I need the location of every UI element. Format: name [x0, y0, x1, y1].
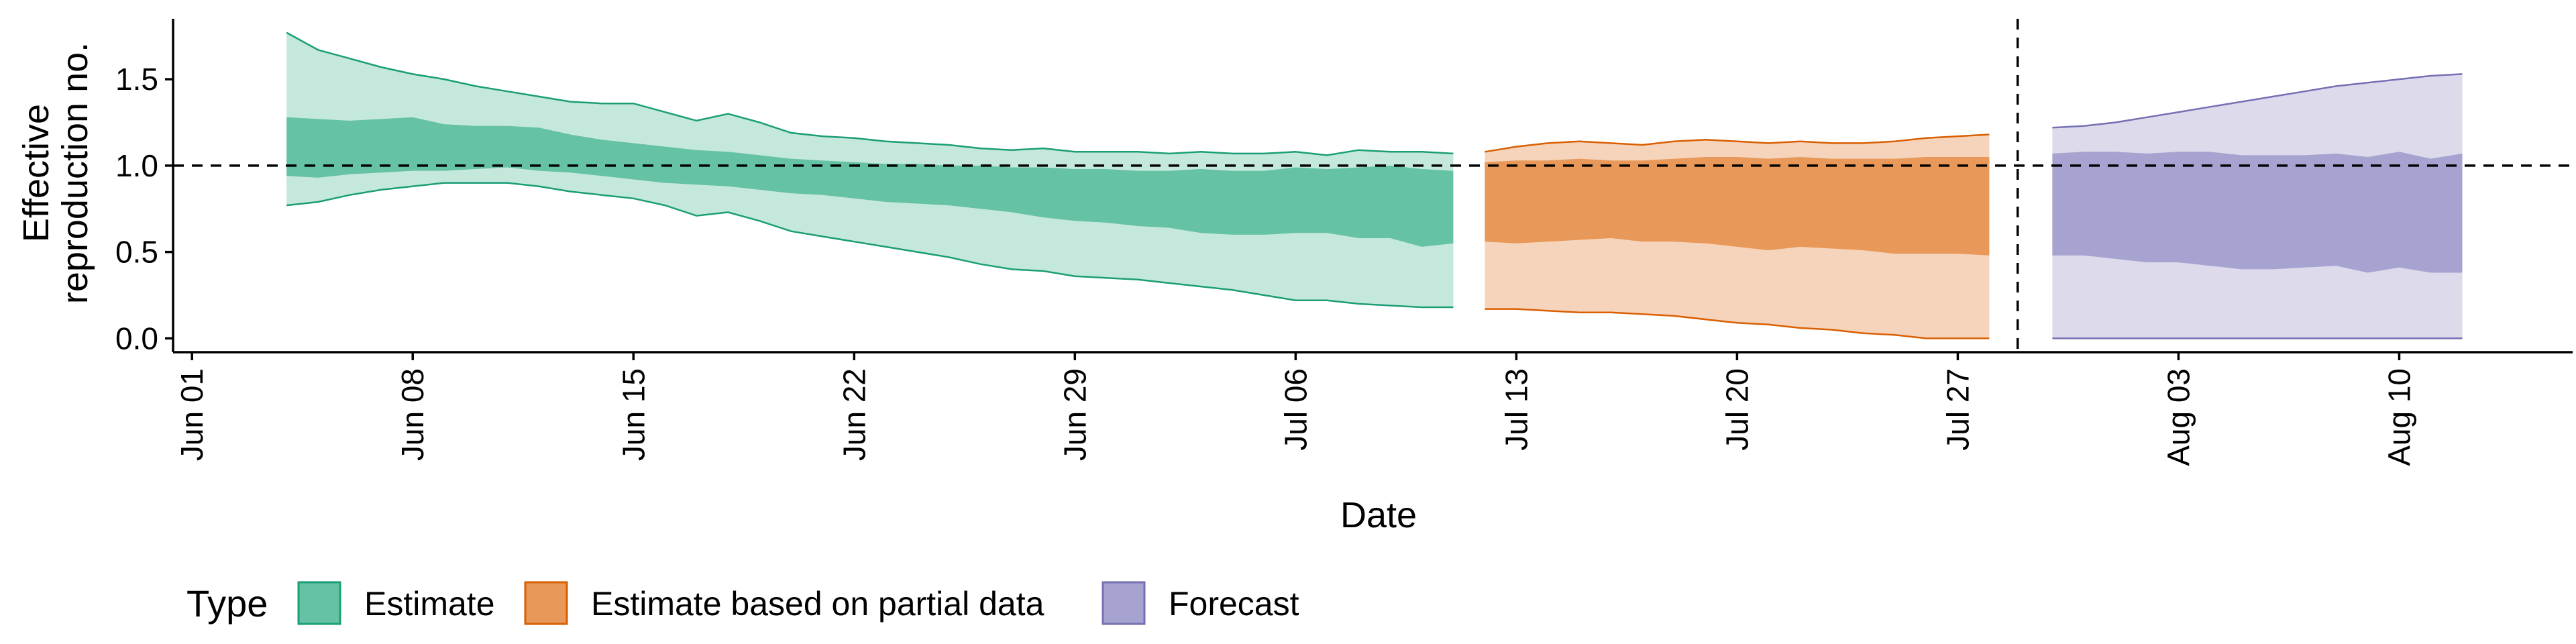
y-tick-label: 1.5	[115, 62, 158, 97]
reference-lines	[173, 19, 2573, 352]
x-tick-label: Jun 08	[395, 368, 430, 461]
legend-label-partial: Estimate based on partial data	[591, 585, 1044, 623]
estimate-upper-edge	[286, 32, 1454, 156]
y-axis-title-line-2: reproduction no.	[55, 42, 95, 304]
legend-label-forecast: Forecast	[1169, 585, 1299, 623]
x-tick-label: Jun 29	[1057, 368, 1092, 461]
forecast-upper-edge	[2052, 73, 2463, 129]
estimate-band-50	[286, 117, 1454, 247]
legend: Type Estimate Estimate based on partial …	[186, 581, 1299, 625]
partial-lower-edge	[1485, 308, 1990, 339]
y-axis-title: Effective reproduction no.	[16, 42, 95, 304]
axes: 0.0 0.5 1.0 1.5 Jun 01 Jun 08 Jun 15 Jun 22 Jun …	[115, 19, 2573, 466]
legend-label-estimate: Estimate	[364, 585, 495, 623]
forecast-band-50	[2052, 152, 2463, 273]
y-axis-title-line-1: Effective	[16, 104, 56, 242]
x-tick-label: Jun 15	[616, 368, 651, 461]
x-tick-label: Jul 06	[1278, 368, 1313, 451]
legend-key-forecast	[1102, 581, 1146, 625]
y-tick-label: 0.0	[115, 321, 158, 356]
x-tick-label: Jul 27	[1940, 368, 1975, 451]
x-tick-label: Aug 03	[2161, 368, 2196, 466]
x-tick-label: Jul 13	[1499, 368, 1534, 451]
legend-title: Type	[186, 582, 268, 625]
legend-key-partial	[524, 581, 568, 625]
x-tick-label: Jun 22	[837, 368, 871, 461]
x-tick-label: Jun 01	[174, 368, 209, 461]
x-tick-label: Aug 10	[2382, 368, 2417, 466]
partial-band-50	[1485, 157, 1990, 256]
y-tick-label: 0.5	[115, 235, 158, 270]
band-layer	[286, 32, 2463, 339]
partial-upper-edge	[1485, 133, 1990, 153]
y-tick-label: 1.0	[115, 148, 158, 183]
x-axis-title: Date	[1340, 495, 1417, 535]
x-tick-label: Jul 20	[1719, 368, 1754, 451]
legend-key-estimate	[297, 581, 341, 625]
estimate-lower-edge	[286, 182, 1454, 309]
